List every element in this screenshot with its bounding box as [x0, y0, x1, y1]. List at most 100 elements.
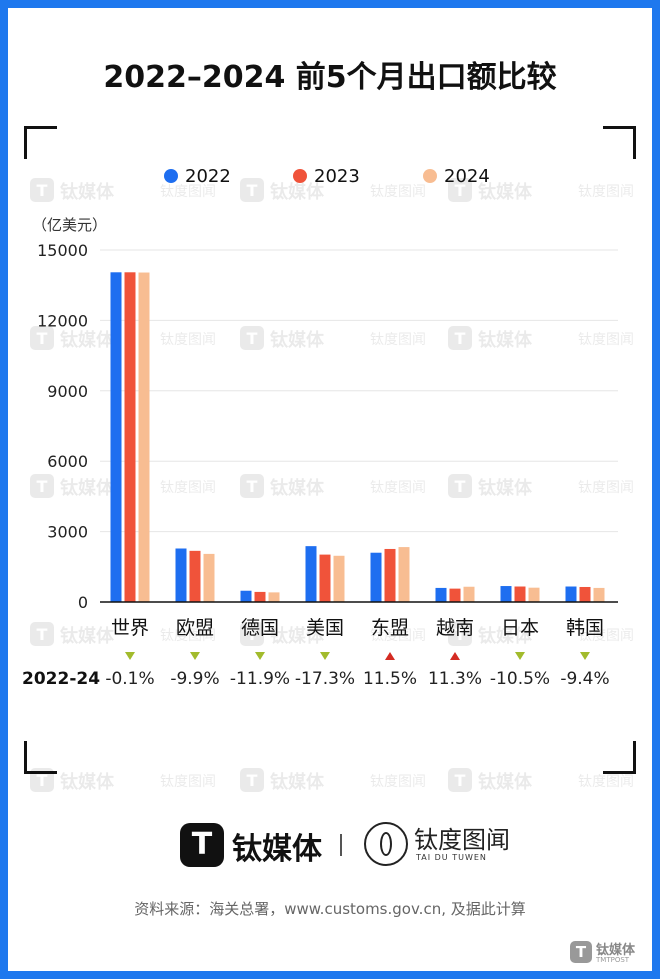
svg-text:T: T	[247, 329, 258, 348]
gridlines	[100, 249, 618, 533]
svg-text:钛度图闻: 钛度图闻	[160, 628, 216, 644]
watermark: T 钛媒体 钛度图闻	[30, 622, 216, 647]
watermark: T 钛媒体 钛度图闻	[448, 622, 634, 647]
tmt-small-logo-icon: T	[570, 941, 592, 963]
x-tick-label: 欧盟	[176, 617, 214, 639]
legend-swatch	[293, 169, 307, 183]
svg-text:T: T	[37, 771, 48, 790]
up-arrow-icon	[450, 652, 460, 660]
bar-韩国-2024	[593, 587, 605, 602]
brand-name: 钛媒体	[232, 832, 322, 867]
svg-text:钛度图闻: 钛度图闻	[578, 628, 634, 644]
bar-越南-2024	[463, 586, 475, 602]
svg-text:T: T	[37, 625, 48, 644]
svg-text:T: T	[37, 329, 48, 348]
bar-韩国-2022	[565, 586, 577, 602]
watermark: T 钛媒体 钛度图闻	[240, 622, 426, 647]
legend-swatch	[164, 169, 178, 183]
bar-世界-2022	[110, 272, 122, 602]
svg-text:钛媒体: 钛媒体	[60, 329, 115, 351]
svg-text:钛度图闻: 钛度图闻	[160, 332, 216, 348]
change-row: -0.1% -9.9% -11.9% -17.3% 11.5% 11.3% -10.5% -9…	[105, 652, 610, 689]
x-tick-label: 日本	[501, 617, 539, 639]
x-tick-label: 德国	[241, 617, 279, 639]
legend-item-2023: 2023	[293, 166, 360, 187]
brand-footer: T 钛媒体 钛度图闻 TAI DU TUWEN	[0, 820, 660, 870]
y-tick-label: 3000	[47, 523, 88, 542]
down-arrow-icon	[580, 652, 590, 660]
change-value: -9.4%	[560, 669, 609, 689]
bar-越南-2022	[435, 587, 447, 602]
change-value: -0.1%	[105, 669, 154, 689]
legend-label: 2022	[185, 166, 231, 187]
change-value: -9.9%	[170, 669, 219, 689]
bar-美国-2022	[305, 546, 317, 602]
y-tick-label: 12000	[37, 311, 88, 330]
x-tick-label: 东盟	[371, 617, 409, 639]
svg-text:钛度图闻: 钛度图闻	[160, 774, 216, 790]
svg-text:T: T	[247, 477, 258, 496]
svg-text:钛媒体: 钛媒体	[60, 181, 115, 203]
down-arrow-icon	[190, 652, 200, 660]
bars	[110, 272, 605, 602]
watermark: T 钛媒体 钛度图闻	[240, 768, 426, 793]
bar-日本-2022	[500, 586, 512, 602]
brand2-subtitle: TAI DU TUWEN	[416, 853, 487, 862]
svg-text:T: T	[455, 771, 466, 790]
x-tick-label: 韩国	[566, 617, 604, 639]
svg-text:T: T	[37, 477, 48, 496]
svg-text:钛度图闻: 钛度图闻	[160, 480, 216, 496]
watermark: T 钛媒体 钛度图闻	[30, 768, 216, 793]
change-value: 11.5%	[363, 669, 417, 689]
bar-韩国-2023	[579, 586, 591, 602]
corner-mark-top-left	[24, 126, 57, 159]
bar-德国-2022	[240, 590, 252, 602]
watermark: T 钛媒体 钛度图闻	[448, 178, 634, 203]
watermark: T 钛媒体 钛度图闻	[240, 178, 426, 203]
corner-mark-bottom-right	[603, 741, 636, 774]
svg-text:钛媒体: 钛媒体	[478, 771, 533, 793]
x-axis-labels: 世界 欧盟 德国 美国 东盟 越南 日本 韩国	[111, 617, 604, 639]
svg-text:钛媒体: 钛媒体	[270, 771, 325, 793]
svg-text:钛度图闻: 钛度图闻	[578, 480, 634, 496]
tmt-logo-icon: T	[180, 823, 224, 867]
change-value: -17.3%	[295, 669, 355, 689]
y-tick-label: 6000	[47, 452, 88, 471]
change-value: -10.5%	[490, 669, 550, 689]
corner-badge-name: 钛媒体	[596, 943, 636, 958]
corner-mark-top-right	[603, 126, 636, 159]
bar-东盟-2023	[384, 548, 396, 602]
legend-label: 2023	[314, 166, 360, 187]
bar-世界-2024	[138, 272, 150, 602]
svg-text:钛媒体: 钛媒体	[478, 625, 533, 647]
bar-欧盟-2022	[175, 548, 187, 602]
svg-text:T: T	[247, 181, 258, 200]
svg-text:钛媒体: 钛媒体	[478, 329, 533, 351]
bar-欧盟-2024	[203, 553, 215, 602]
change-row-label: 2022-24	[22, 669, 100, 689]
y-axis-ticks: 0 3000 6000 9000 12000 15000	[37, 241, 88, 612]
data-source: 资料来源：海关总署，www.customs.gov.cn, 及据此计算	[134, 900, 526, 918]
svg-text:钛度图闻: 钛度图闻	[578, 332, 634, 348]
bar-东盟-2022	[370, 552, 382, 602]
down-arrow-icon	[255, 652, 265, 660]
y-axis-unit-label: （亿美元）	[32, 216, 107, 234]
svg-text:T: T	[455, 625, 466, 644]
y-tick-label: 15000	[37, 241, 88, 260]
bar-东盟-2024	[398, 547, 410, 602]
svg-text:T: T	[37, 181, 48, 200]
legend: 2022 2023 2024	[164, 166, 490, 187]
x-tick-label: 世界	[111, 617, 149, 639]
watermark: T 钛媒体 钛度图闻	[448, 326, 634, 351]
svg-text:钛度图闻: 钛度图闻	[370, 774, 426, 790]
up-arrow-icon	[385, 652, 395, 660]
down-arrow-icon	[515, 652, 525, 660]
svg-text:钛媒体: 钛媒体	[60, 477, 115, 499]
svg-text:T: T	[455, 329, 466, 348]
svg-text:钛媒体: 钛媒体	[270, 625, 325, 647]
svg-text:T: T	[247, 771, 258, 790]
svg-text:T: T	[455, 181, 466, 200]
